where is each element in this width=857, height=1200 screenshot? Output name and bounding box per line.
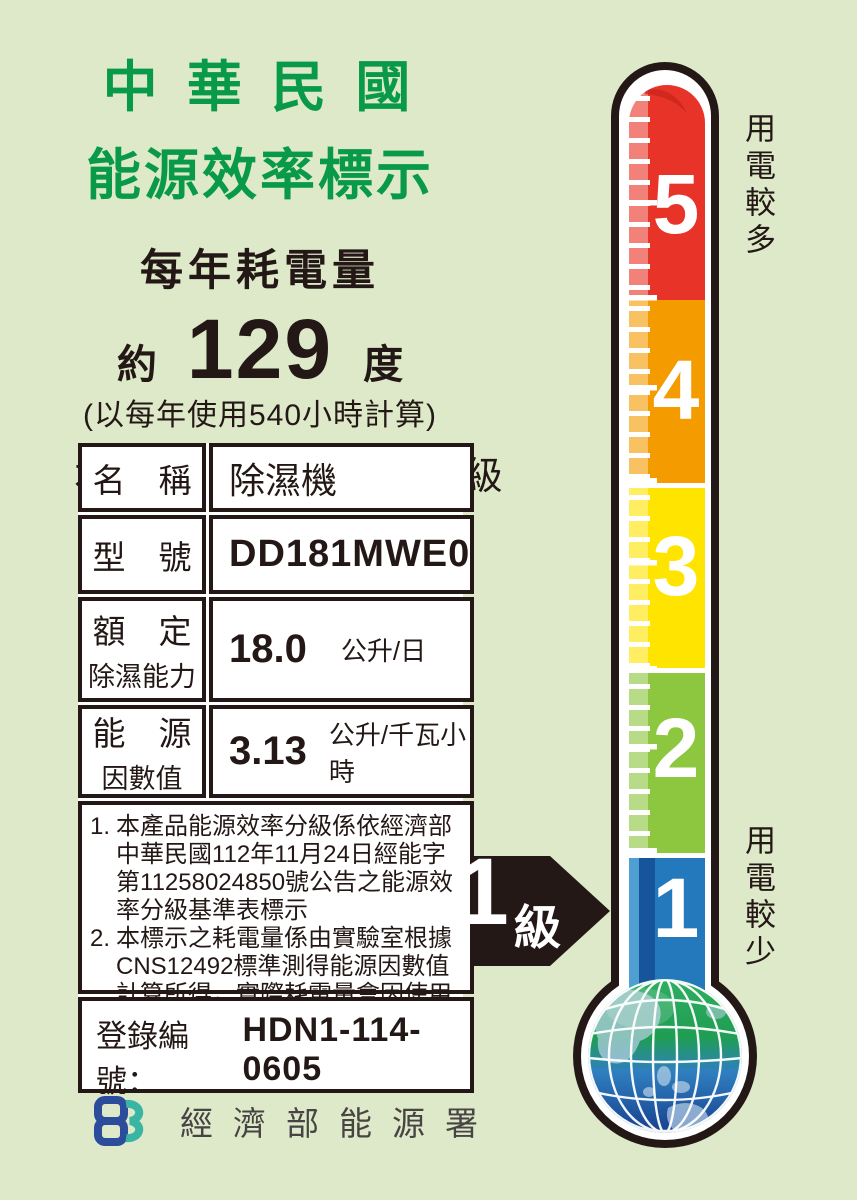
- level-1-number: 1: [652, 861, 700, 955]
- approx-prefix: 約: [116, 343, 157, 387]
- level-5-number: 5: [652, 157, 700, 251]
- label-title-line1: 中 華 民 國: [102, 56, 418, 118]
- globe-icon: [573, 956, 757, 1148]
- notes-box: 1. 本產品能源效率分級係依經濟部中華民國112年11月24日經能字第11258…: [78, 801, 475, 1065]
- agency-footer: 經濟部能源署: [92, 1094, 498, 1148]
- registration-box: 登錄編號： HDN1-114-0605: [78, 997, 475, 1099]
- spec-label-energy-factor: 能 源 因數值: [78, 705, 206, 798]
- calculation-basis: (以每年使用540小時計算): [82, 399, 438, 432]
- level-2-number: 2: [652, 701, 700, 795]
- grade-arrow-suffix: 級: [514, 901, 561, 954]
- registration-number: HDN1-114-0605: [242, 1011, 422, 1088]
- label-title-line2: 能源效率標示: [85, 144, 434, 206]
- grade-arrow: [448, 856, 610, 966]
- registration-label: 登錄編號：: [96, 1019, 189, 1099]
- level-4-number: 4: [652, 343, 700, 437]
- scale-ticks: [629, 96, 657, 854]
- spec-value-model: DD181MWE0: [209, 515, 475, 594]
- spec-label-capacity: 額 定 除濕能力: [78, 597, 206, 702]
- annual-consumption-heading: 每年耗電量: [140, 247, 380, 295]
- agency-name: 經濟部能源署: [180, 1105, 498, 1142]
- energy-administration-logo-icon: [94, 1096, 144, 1146]
- spec-panel: 名 稱 除濕機 型 號 DD181MWE0 額 定 除濕能力 18.0 公升/日…: [78, 443, 475, 1099]
- spec-value-name: 除濕機: [209, 443, 475, 512]
- spec-label-model: 型 號: [78, 515, 206, 594]
- note-item: 1. 本產品能源效率分級係依經濟部中華民國112年11月24日經能字第11258…: [90, 813, 454, 925]
- spec-label-name: 名 稱: [78, 443, 206, 512]
- grade-arrow-number: 1: [456, 839, 509, 945]
- annual-consumption-row: 約 129 度: [50, 302, 470, 396]
- annual-kwh-value: 129: [186, 302, 334, 396]
- less-power-label: 用電較少: [740, 824, 775, 972]
- more-power-label: 用電較多: [740, 112, 775, 260]
- spec-value-energy-factor: 3.13 公升/千瓦小時: [209, 705, 475, 798]
- level-3-number: 3: [652, 519, 700, 613]
- spec-value-capacity: 18.0 公升/日: [209, 597, 475, 702]
- kwh-unit: 度: [363, 343, 404, 387]
- label-header: 中 華 民 國 能源效率標示 每年耗電量 約 129 度 (以每年使用540小時…: [50, 0, 503, 500]
